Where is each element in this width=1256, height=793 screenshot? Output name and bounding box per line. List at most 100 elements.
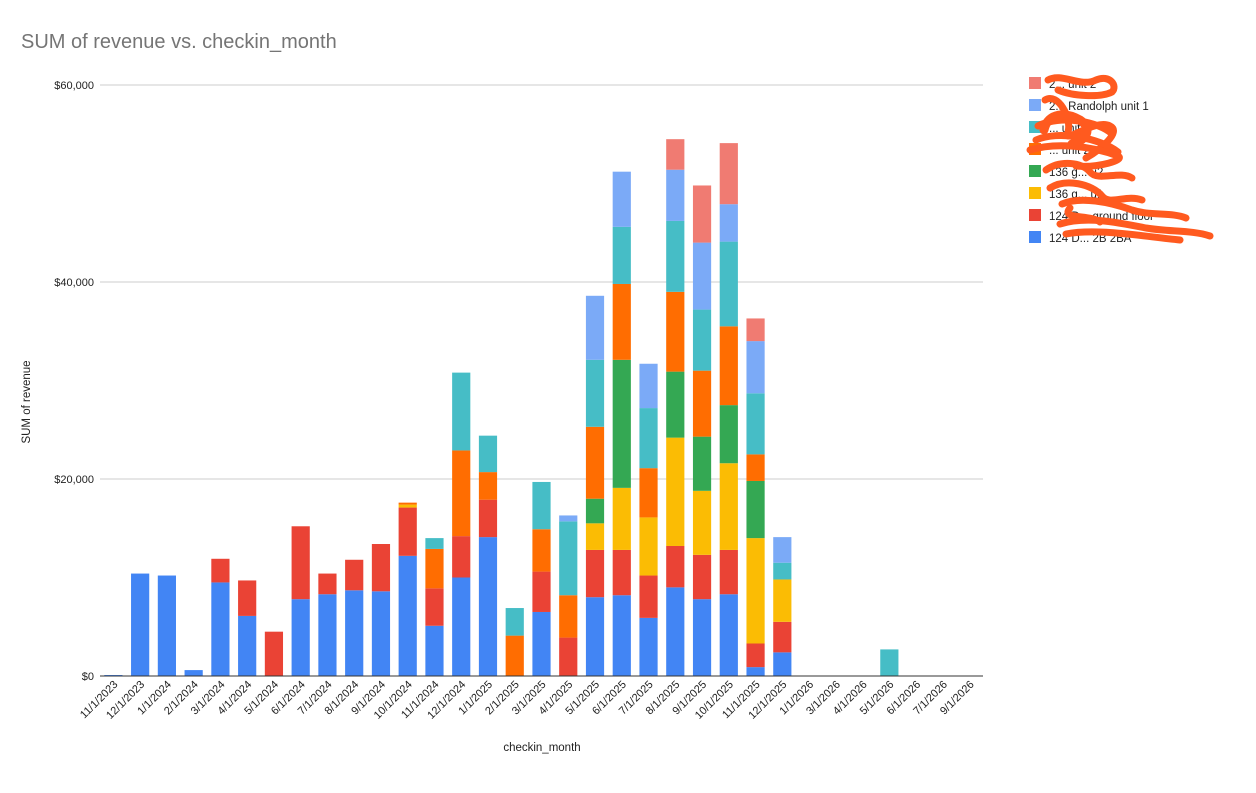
bar-segment[interactable] xyxy=(398,507,417,556)
bar-segment[interactable] xyxy=(666,437,685,546)
bar-segment[interactable] xyxy=(773,621,792,653)
bar-segment[interactable] xyxy=(559,595,578,638)
bar-segment[interactable] xyxy=(666,139,685,170)
bar-segment[interactable] xyxy=(532,611,551,676)
bar-segment[interactable] xyxy=(585,523,605,550)
bar-segment[interactable] xyxy=(505,635,524,676)
bar-segment[interactable] xyxy=(746,393,765,455)
bar-segment[interactable] xyxy=(612,283,631,360)
bar-segment[interactable] xyxy=(532,571,551,612)
bar-segment[interactable] xyxy=(398,504,417,508)
bar-segment[interactable] xyxy=(639,468,658,518)
bar-segment[interactable] xyxy=(157,575,176,676)
bar-segment[interactable] xyxy=(719,143,738,205)
bar-segment[interactable] xyxy=(666,291,685,372)
bar-segment[interactable] xyxy=(211,582,230,676)
bar-segment[interactable] xyxy=(719,405,738,464)
bar-segment[interactable] xyxy=(666,169,685,221)
bar-segment[interactable] xyxy=(746,667,765,676)
bar-segment[interactable] xyxy=(238,615,257,676)
bar-segment[interactable] xyxy=(666,220,685,292)
bar-segment[interactable] xyxy=(639,617,658,676)
bar-segment[interactable] xyxy=(559,515,578,522)
bar-segment[interactable] xyxy=(719,463,738,550)
bar-segment[interactable] xyxy=(184,670,203,676)
bar-segment[interactable] xyxy=(773,562,792,580)
bar-segment[interactable] xyxy=(585,359,605,427)
bar-segment[interactable] xyxy=(452,577,471,677)
bar-segment[interactable] xyxy=(612,487,631,550)
bar-segment[interactable] xyxy=(478,499,498,538)
bar-segment[interactable] xyxy=(612,171,631,227)
bar-segment[interactable] xyxy=(345,590,364,676)
bar-segment[interactable] xyxy=(452,372,471,451)
bar-segment[interactable] xyxy=(478,537,498,676)
bar-segment[interactable] xyxy=(639,363,658,409)
bar-segment[interactable] xyxy=(532,481,551,530)
bar-segment[interactable] xyxy=(746,454,765,481)
bar-segment[interactable] xyxy=(639,517,658,576)
bar-segment[interactable] xyxy=(371,591,391,676)
bar-segment[interactable] xyxy=(746,341,765,394)
bar-segment[interactable] xyxy=(585,549,605,598)
bar-segment[interactable] xyxy=(612,549,631,596)
bar-segment[interactable] xyxy=(585,426,605,499)
bar-segment[interactable] xyxy=(371,544,391,592)
bar-segment[interactable] xyxy=(318,573,337,595)
bar-segment[interactable] xyxy=(612,359,631,488)
bar-segment[interactable] xyxy=(639,575,658,618)
bar-segment[interactable] xyxy=(478,435,498,473)
bar-segment[interactable] xyxy=(719,204,738,242)
bar-segment[interactable] xyxy=(425,625,444,676)
bar-segment[interactable] xyxy=(692,370,712,437)
bar-segment[interactable] xyxy=(452,450,471,537)
bar-segment[interactable] xyxy=(719,594,738,676)
bar-segment[interactable] xyxy=(666,545,685,588)
bar-segment[interactable] xyxy=(425,538,444,549)
bar-segment[interactable] xyxy=(345,559,364,591)
bar-segment[interactable] xyxy=(692,554,712,600)
bar-segment[interactable] xyxy=(398,555,417,676)
bar-segment[interactable] xyxy=(719,326,738,406)
bar-segment[interactable] xyxy=(746,538,765,644)
bar-segment[interactable] xyxy=(398,502,417,505)
bar-segment[interactable] xyxy=(773,537,792,563)
bar-segment[interactable] xyxy=(612,226,631,284)
bar-segment[interactable] xyxy=(425,588,444,626)
bar-segment[interactable] xyxy=(612,595,631,676)
bar-segment[interactable] xyxy=(425,548,444,589)
bar-segment[interactable] xyxy=(692,242,712,310)
bar-segment[interactable] xyxy=(746,643,765,668)
bar-segment[interactable] xyxy=(452,536,471,578)
bar-segment[interactable] xyxy=(880,649,899,676)
bar-segment[interactable] xyxy=(559,637,578,676)
bar-segment[interactable] xyxy=(773,579,792,622)
bar-segment[interactable] xyxy=(692,436,712,491)
bar-segment[interactable] xyxy=(692,490,712,555)
bar-segment[interactable] xyxy=(719,241,738,327)
bar-segment[interactable] xyxy=(318,594,337,676)
bar-segment[interactable] xyxy=(666,587,685,676)
bar-segment[interactable] xyxy=(532,529,551,572)
bar-segment[interactable] xyxy=(666,371,685,438)
bar-segment[interactable] xyxy=(719,549,738,595)
bar-segment[interactable] xyxy=(692,185,712,243)
bar-segment[interactable] xyxy=(585,597,605,676)
bar-segment[interactable] xyxy=(773,652,792,676)
bar-segment[interactable] xyxy=(585,498,605,524)
bar-segment[interactable] xyxy=(559,521,578,596)
bar-segment[interactable] xyxy=(291,526,310,600)
bar-segment[interactable] xyxy=(478,472,498,500)
bar-segment[interactable] xyxy=(746,318,765,342)
bar-segment[interactable] xyxy=(692,599,712,676)
bar-segment[interactable] xyxy=(505,608,524,636)
bar-segment[interactable] xyxy=(291,599,310,676)
bar-segment[interactable] xyxy=(639,408,658,469)
legend-label[interactable]: 2... Randolph unit 1 xyxy=(1049,101,1149,113)
bar-segment[interactable] xyxy=(131,573,150,676)
bar-segment[interactable] xyxy=(238,580,257,616)
bar-segment[interactable] xyxy=(746,480,765,539)
bar-segment[interactable] xyxy=(692,309,712,371)
bar-segment[interactable] xyxy=(211,558,230,583)
bar-segment[interactable] xyxy=(585,295,605,360)
